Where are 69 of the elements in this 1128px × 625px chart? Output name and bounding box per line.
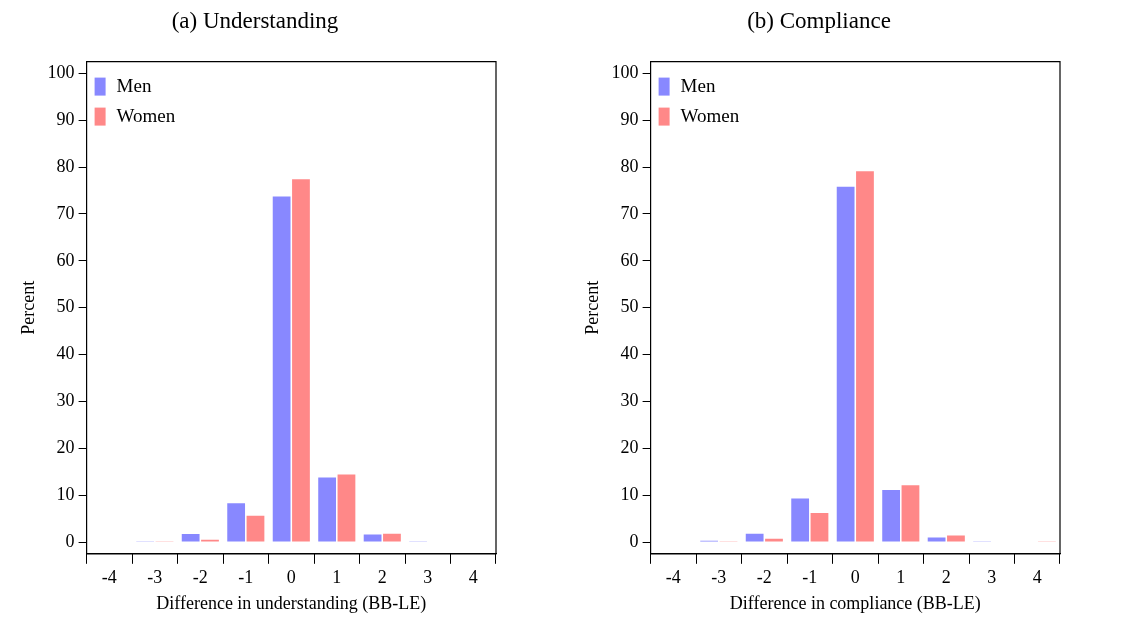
x-tick-label: -1 — [802, 567, 818, 588]
y-tick-label: 20 — [620, 437, 639, 458]
x-tick-label: 3 — [423, 567, 433, 588]
y-tick-label: 50 — [56, 296, 75, 317]
legend-label: Men — [680, 74, 716, 96]
chart-title: (a) Understanding — [171, 7, 339, 33]
x-tick-label: -3 — [147, 567, 163, 588]
legend-label: Men — [116, 74, 152, 96]
y-tick-label: 30 — [56, 390, 75, 411]
y-axis-title: Percent — [17, 280, 38, 335]
bar — [337, 474, 356, 542]
bar — [947, 535, 965, 542]
y-tick-label: 70 — [56, 202, 75, 223]
y-tick-label: 100 — [611, 62, 639, 83]
bar — [927, 537, 946, 542]
bar — [882, 490, 901, 542]
x-tick-label: -4 — [101, 567, 117, 588]
y-tick-label: 70 — [620, 202, 639, 223]
bar — [272, 196, 291, 542]
x-axis-title: Difference in understanding (BB-LE) — [156, 592, 427, 614]
y-tick-label: 80 — [56, 155, 75, 176]
bar — [318, 477, 337, 542]
y-tick-label: 10 — [620, 483, 639, 504]
bar — [383, 533, 401, 542]
x-tick-label: 2 — [941, 567, 951, 588]
x-axis-title: Difference in compliance (BB-LE) — [729, 592, 981, 614]
bar — [292, 179, 310, 542]
bar — [791, 498, 810, 542]
x-tick-label: -2 — [756, 567, 772, 588]
bar — [836, 186, 855, 542]
legend-label: Women — [680, 104, 740, 126]
bar — [810, 513, 829, 542]
x-tick-label: -2 — [192, 567, 208, 588]
bar — [901, 485, 920, 542]
y-tick-label: 0 — [65, 530, 75, 551]
y-tick-label: 60 — [56, 249, 75, 270]
x-tick-label: -1 — [238, 567, 254, 588]
y-tick-label: 90 — [620, 108, 639, 129]
y-tick-label: 10 — [56, 483, 75, 504]
bar — [856, 171, 874, 542]
x-tick-label: 0 — [286, 567, 296, 588]
y-axis-title: Percent — [581, 280, 602, 335]
x-tick-label: 4 — [1032, 567, 1042, 588]
y-tick-label: 30 — [620, 390, 639, 411]
bar — [246, 515, 265, 542]
bar — [363, 534, 382, 542]
y-tick-label: 50 — [620, 296, 639, 317]
y-tick-label: 60 — [620, 249, 639, 270]
legend-label: Women — [116, 104, 176, 126]
x-tick-label: 4 — [468, 567, 478, 588]
bar — [227, 503, 246, 542]
y-tick-label: 90 — [56, 108, 75, 129]
bar — [745, 533, 764, 542]
bar — [765, 538, 783, 542]
x-tick-label: -4 — [665, 567, 681, 588]
x-tick-label: 0 — [850, 567, 860, 588]
y-tick-label: 0 — [629, 530, 639, 551]
chart-title: (b) Compliance — [747, 7, 891, 33]
bar — [181, 534, 200, 542]
x-tick-label: 1 — [332, 567, 342, 588]
y-tick-label: 100 — [47, 62, 75, 83]
y-tick-label: 40 — [620, 343, 639, 364]
x-tick-label: 1 — [896, 567, 906, 588]
y-tick-label: 40 — [56, 343, 75, 364]
y-tick-label: 80 — [620, 155, 639, 176]
x-tick-label: -3 — [711, 567, 727, 588]
x-tick-label: 2 — [377, 567, 387, 588]
x-tick-label: 3 — [987, 567, 997, 588]
y-tick-label: 20 — [56, 437, 75, 458]
